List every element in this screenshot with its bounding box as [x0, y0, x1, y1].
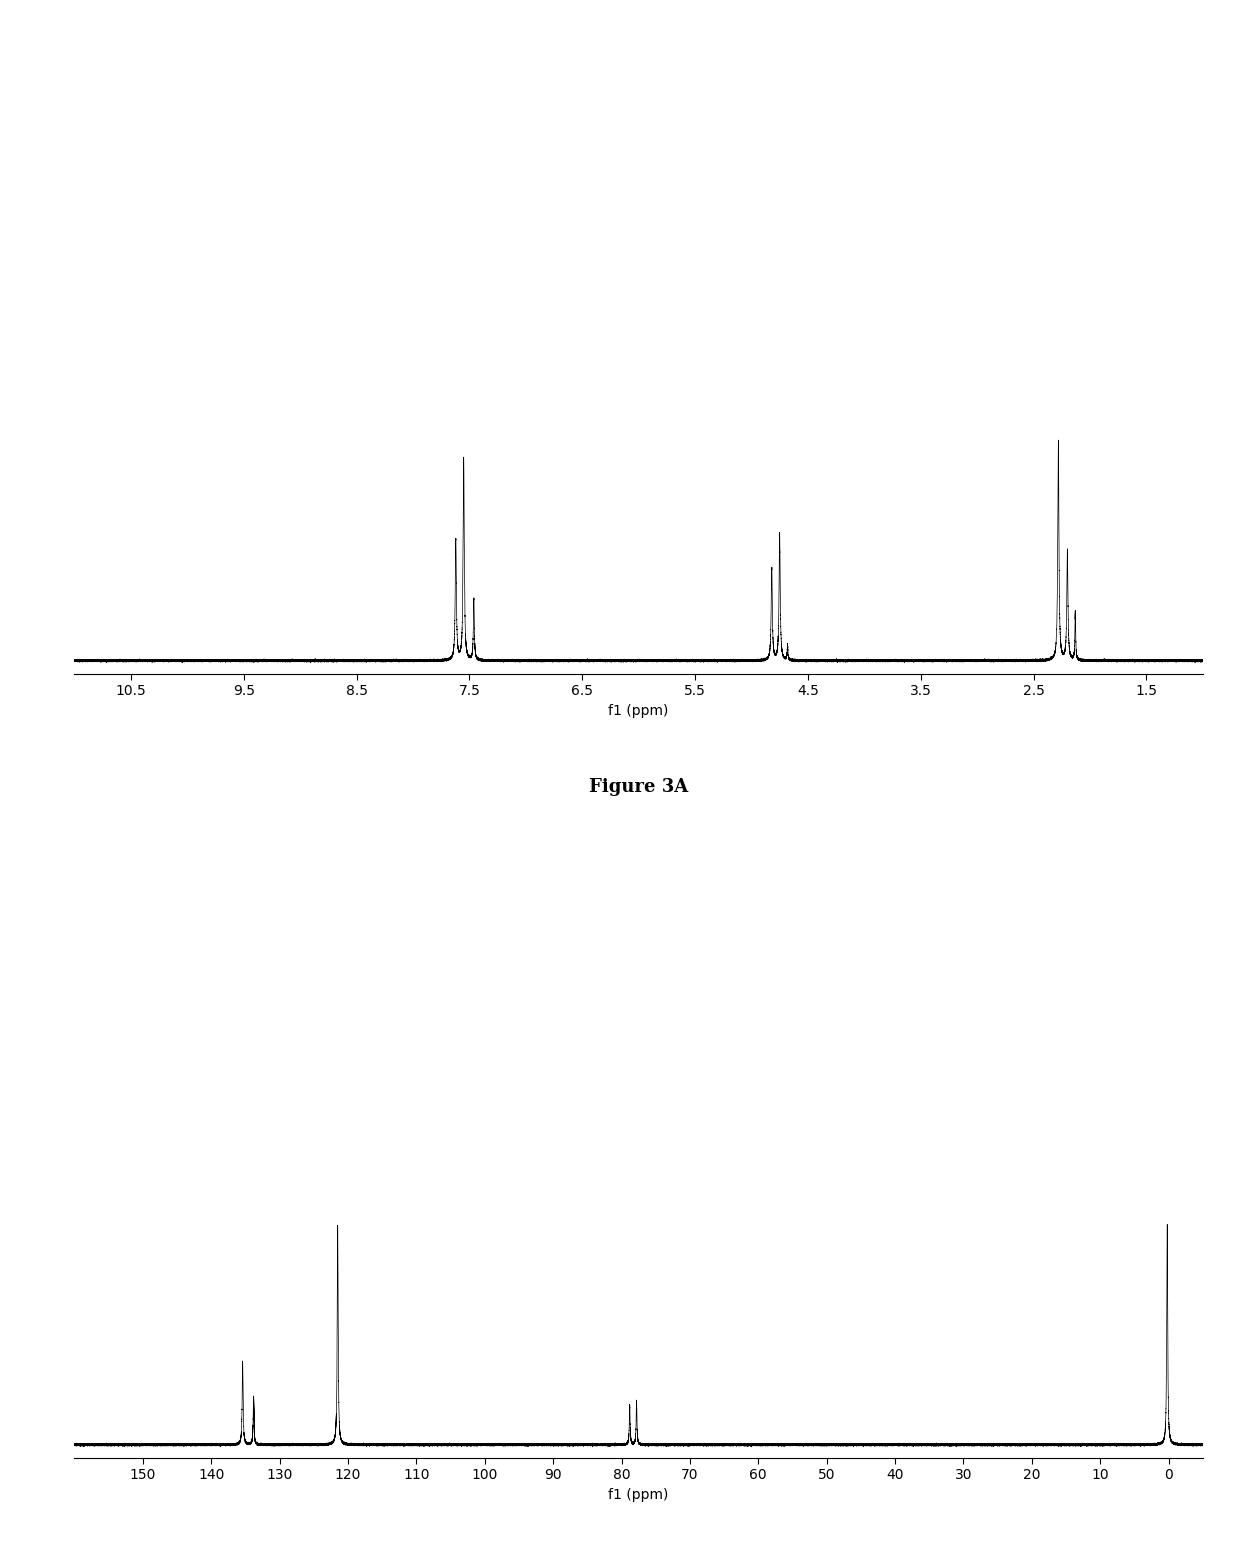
- X-axis label: f1 (ppm): f1 (ppm): [609, 1487, 668, 1501]
- X-axis label: f1 (ppm): f1 (ppm): [609, 704, 668, 718]
- Text: Figure 3A: Figure 3A: [589, 777, 688, 796]
